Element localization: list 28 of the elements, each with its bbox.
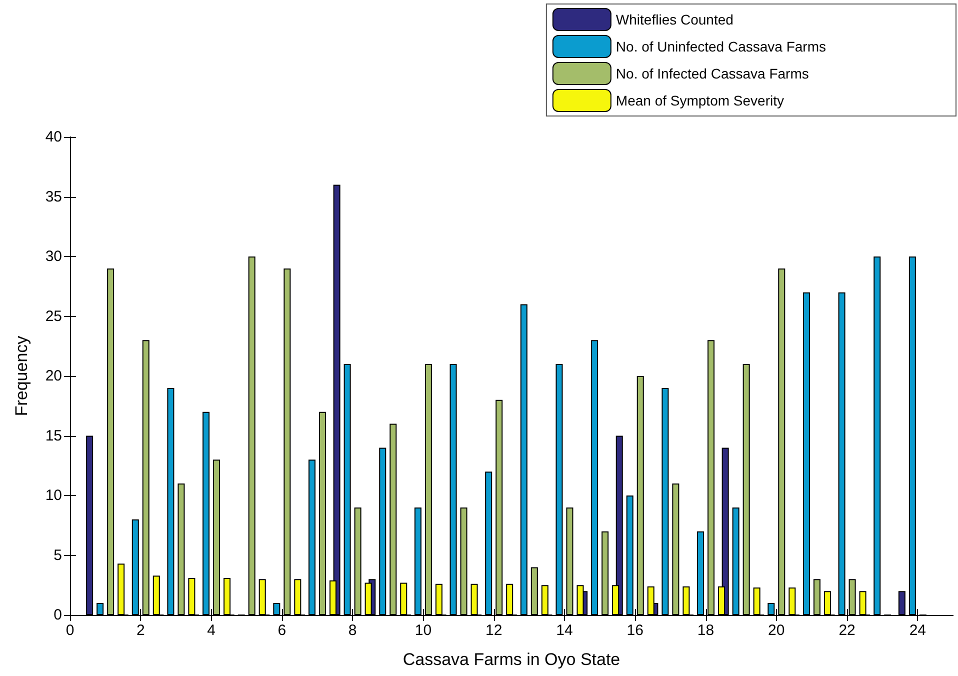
y-axis-title: Frequency	[12, 335, 31, 416]
x-axis-title: Cassava Farms in Oyo State	[402, 650, 620, 669]
x-tick-label: 4	[207, 622, 216, 639]
legend-label: No. of Uninfected Cassava Farms	[616, 38, 826, 54]
legend-label: Mean of Symptom Severity	[616, 92, 784, 108]
x-tick-label: 10	[414, 622, 432, 639]
x-tick-label: 12	[485, 622, 502, 639]
x-tick-label: 0	[66, 622, 74, 639]
y-tick-label: 20	[45, 368, 62, 384]
y-tick-label: 5	[54, 546, 62, 564]
x-tick-label: 22	[838, 622, 856, 639]
x-tick-label: 18	[697, 622, 714, 639]
y-tick-label: 40	[45, 128, 62, 146]
x-tick-label: 24	[909, 622, 926, 639]
y-tick-label: 25	[45, 308, 62, 325]
y-tick-label: 30	[45, 248, 62, 265]
x-tick-label: 20	[768, 622, 785, 639]
y-tick-label: 35	[45, 188, 62, 206]
y-tick-label: 10	[45, 487, 62, 504]
x-tick-label: 16	[626, 622, 644, 639]
x-tick-label: 2	[136, 622, 145, 639]
x-tick-label: 6	[278, 622, 286, 639]
y-tick-label: 15	[45, 427, 62, 444]
legend-label: Whiteflies Counted	[616, 12, 734, 28]
legend-label: No. of Infected Cassava Farms	[616, 66, 809, 82]
x-tick-label: 14	[556, 622, 573, 639]
x-tick-label: 8	[348, 622, 357, 639]
y-tick-label: 0	[54, 606, 62, 624]
